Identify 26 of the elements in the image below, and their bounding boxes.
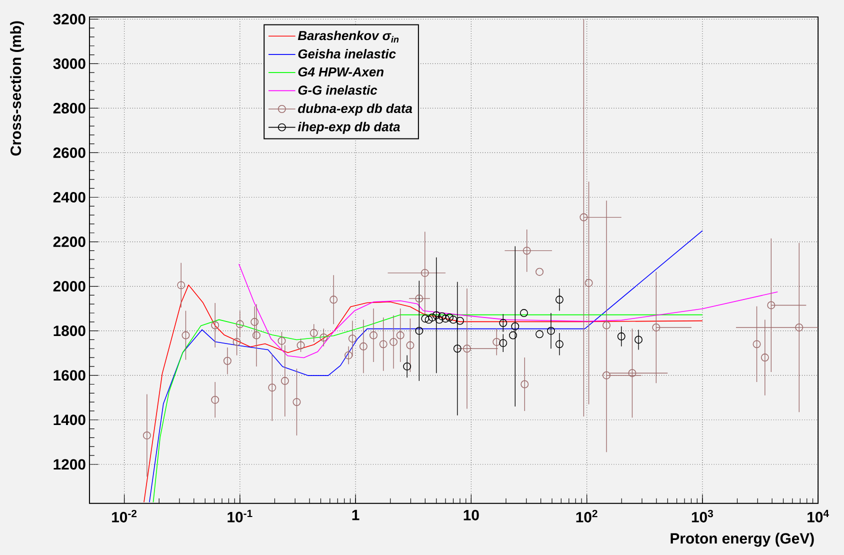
y-tick-label: 2200 [53,236,86,247]
y-tick-label: 1600 [54,370,86,381]
y-tick-label: 2600 [53,147,86,158]
legend-label: ihep-exp db data [298,122,400,134]
y-tick-label: 3000 [53,58,86,69]
legend-label: G4 HPW-Axen [298,67,384,76]
y-tick-label: 2800 [53,102,86,114]
legend-label: dubna-exp db data [298,103,412,116]
y-tick-label: 2400 [53,192,86,202]
x-tick-label: 1 [352,510,360,520]
legend-label: G-G inelastic [298,85,378,95]
y-tick-label: 1200 [54,459,86,470]
x-tick-label: 10$^{-1}$ [228,510,252,522]
y-tick-label: 2000 [53,280,86,292]
y-tick-label: 3200 [53,14,86,24]
x-axis-title: Proton energy (GeV) [670,532,814,547]
y-axis-title: Cross-section (mb) [10,21,24,156]
y-tick-label: 1400 [54,414,86,426]
legend-label: Barashenkov σ$_{in}$ [298,30,399,42]
y-tick-label: 1800 [54,325,86,336]
x-tick-label: 10 [464,510,479,520]
x-tick-label: 10$^{2}$ [576,510,598,522]
legend-label: Geisha inelastic [298,48,396,58]
x-tick-label: 10$^{4}$ [808,510,829,522]
x-tick-label: 10$^{-2}$ [112,510,137,522]
x-tick-label: 10$^{3}$ [692,510,714,522]
